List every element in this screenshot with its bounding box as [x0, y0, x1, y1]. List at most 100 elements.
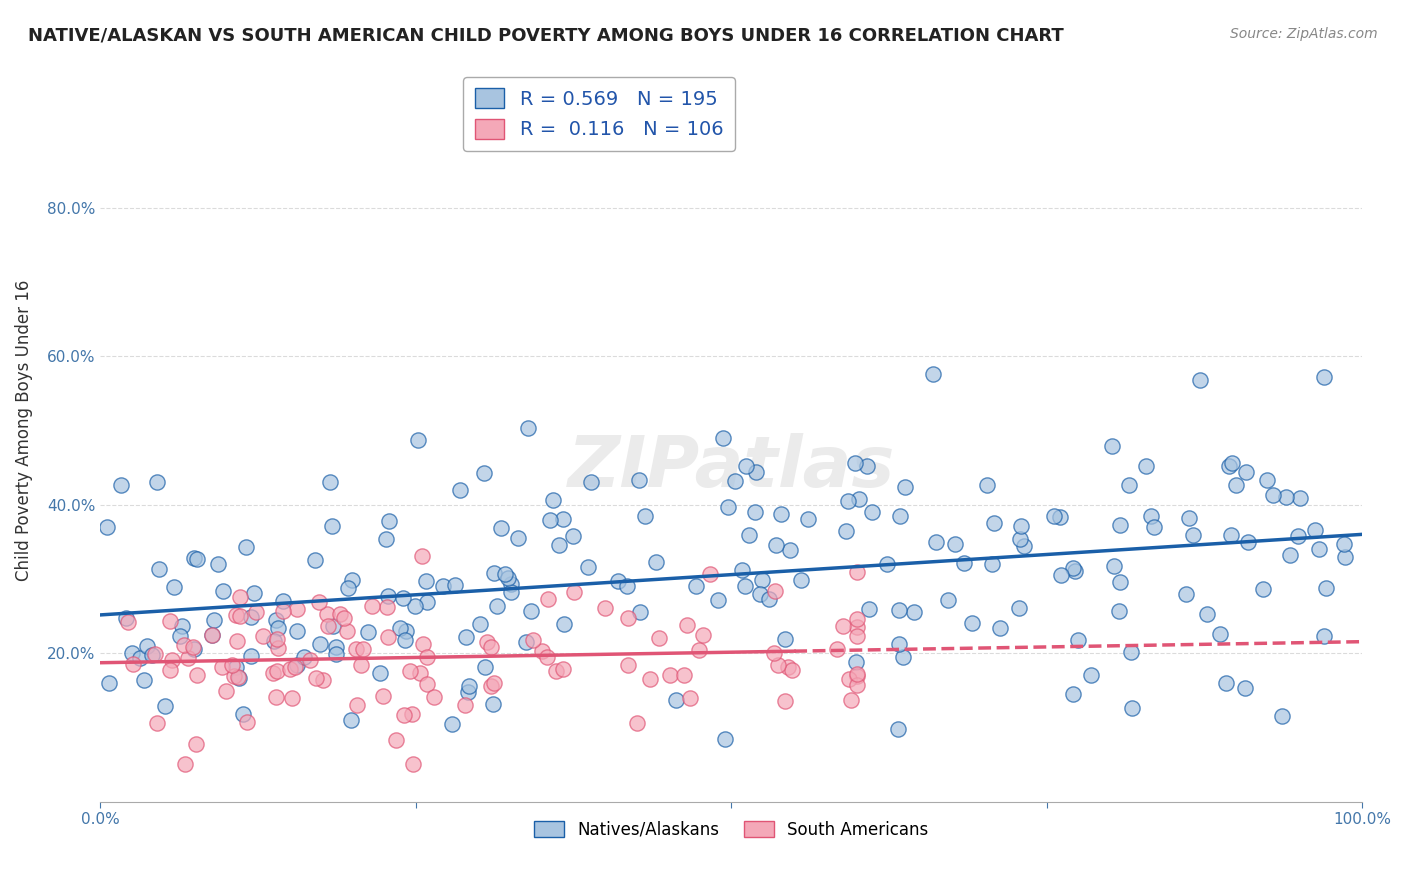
- Point: [482, 676, 505, 690]
- Point: [325, 640, 347, 655]
- Point: [548, 537, 571, 551]
- Point: [780, 663, 803, 677]
- Point: [628, 605, 651, 619]
- Point: [1049, 510, 1071, 524]
- Point: [628, 473, 651, 487]
- Point: [479, 679, 502, 693]
- Point: [672, 668, 695, 682]
- Point: [440, 717, 463, 731]
- Point: [1042, 508, 1064, 523]
- Point: [1062, 687, 1084, 701]
- Point: [751, 573, 773, 587]
- Point: [266, 641, 288, 656]
- Point: [115, 611, 138, 625]
- Point: [983, 516, 1005, 530]
- Point: [173, 757, 195, 772]
- Point: [371, 690, 394, 704]
- Point: [385, 733, 408, 747]
- Point: [468, 616, 491, 631]
- Point: [748, 587, 770, 601]
- Point: [264, 614, 287, 628]
- Point: [517, 421, 540, 435]
- Point: [266, 664, 288, 678]
- Point: [305, 671, 328, 685]
- Point: [551, 512, 574, 526]
- Point: [292, 650, 315, 665]
- Point: [263, 633, 285, 648]
- Point: [778, 660, 800, 674]
- Point: [925, 534, 948, 549]
- Point: [375, 599, 398, 614]
- Point: [1219, 527, 1241, 541]
- Point: [506, 531, 529, 545]
- Point: [135, 639, 157, 653]
- Point: [1067, 632, 1090, 647]
- Point: [1215, 676, 1237, 690]
- Point: [240, 610, 263, 624]
- Point: [644, 555, 666, 569]
- Point: [1197, 607, 1219, 622]
- Point: [415, 574, 437, 588]
- Point: [201, 628, 224, 642]
- Point: [454, 698, 477, 712]
- Point: [346, 698, 368, 713]
- Point: [340, 573, 363, 587]
- Point: [1333, 537, 1355, 551]
- Point: [377, 630, 399, 644]
- Point: [768, 658, 790, 673]
- Point: [887, 723, 910, 737]
- Point: [401, 707, 423, 722]
- Point: [494, 567, 516, 582]
- Point: [184, 737, 207, 751]
- Point: [876, 557, 898, 571]
- Point: [98, 676, 121, 690]
- Point: [943, 537, 966, 551]
- Point: [790, 573, 813, 587]
- Point: [846, 669, 869, 683]
- Point: [1271, 708, 1294, 723]
- Point: [846, 565, 869, 579]
- Point: [454, 630, 477, 644]
- Point: [723, 475, 745, 489]
- Point: [225, 633, 247, 648]
- Point: [316, 618, 339, 632]
- Point: [1139, 508, 1161, 523]
- Point: [395, 624, 418, 638]
- Point: [846, 678, 869, 692]
- Point: [312, 673, 335, 688]
- Point: [537, 592, 560, 607]
- Point: [229, 608, 252, 623]
- Point: [232, 707, 254, 722]
- Point: [1175, 587, 1198, 601]
- Point: [110, 478, 132, 492]
- Point: [1286, 529, 1309, 543]
- Point: [481, 698, 503, 712]
- Point: [394, 633, 416, 648]
- Point: [1188, 373, 1211, 387]
- Point: [344, 642, 367, 657]
- Point: [298, 653, 321, 667]
- Point: [1012, 540, 1035, 554]
- Point: [236, 715, 259, 730]
- Point: [280, 690, 302, 705]
- Point: [1315, 581, 1337, 595]
- Point: [658, 668, 681, 682]
- Point: [1080, 668, 1102, 682]
- Point: [735, 458, 758, 473]
- Point: [129, 650, 152, 665]
- Point: [1109, 574, 1132, 589]
- Point: [595, 601, 617, 615]
- Point: [375, 532, 398, 546]
- Point: [617, 611, 640, 625]
- Point: [616, 657, 638, 672]
- Point: [856, 458, 879, 473]
- Point: [1108, 604, 1130, 618]
- Point: [1101, 439, 1123, 453]
- Point: [360, 599, 382, 613]
- Point: [416, 595, 439, 609]
- Text: NATIVE/ALASKAN VS SOUTH AMERICAN CHILD POVERTY AMONG BOYS UNDER 16 CORRELATION C: NATIVE/ALASKAN VS SOUTH AMERICAN CHILD P…: [28, 27, 1064, 45]
- Point: [266, 690, 288, 704]
- Point: [988, 621, 1011, 635]
- Point: [391, 591, 413, 606]
- Point: [221, 658, 243, 673]
